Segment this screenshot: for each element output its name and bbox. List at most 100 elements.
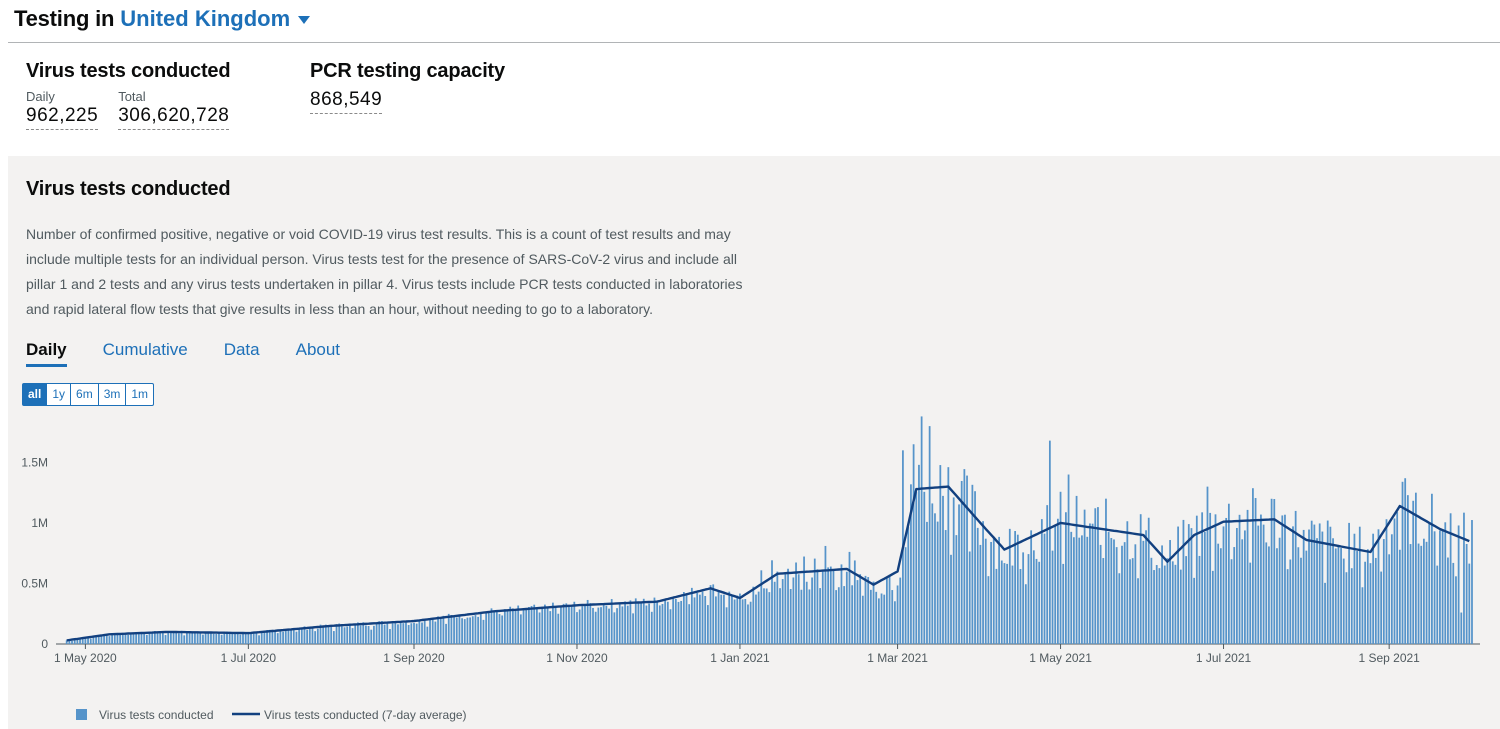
daily-bar xyxy=(391,623,394,644)
daily-bar xyxy=(763,588,765,644)
daily-bar xyxy=(1281,515,1284,644)
daily-bar xyxy=(365,625,367,644)
daily-bar xyxy=(450,614,453,644)
daily-bar xyxy=(600,607,602,644)
daily-bar xyxy=(1190,528,1193,644)
daily-bar xyxy=(899,577,902,644)
range-1m-button[interactable]: 1m xyxy=(125,384,153,405)
daily-bar xyxy=(1439,530,1441,644)
daily-bar xyxy=(533,604,536,644)
daily-bar xyxy=(111,635,113,644)
daily-bar xyxy=(1046,505,1049,644)
daily-value[interactable]: 962,225 xyxy=(26,105,99,130)
daily-bar xyxy=(1158,568,1161,644)
daily-bar xyxy=(487,611,490,644)
headline-pcr-capacity-title: PCR testing capacity xyxy=(310,60,505,82)
daily-bar xyxy=(1297,547,1300,644)
daily-bar xyxy=(282,631,284,644)
daily-bar xyxy=(1166,558,1169,644)
daily-bar xyxy=(1179,569,1182,644)
tab-data[interactable]: Data xyxy=(223,340,260,359)
daily-bar xyxy=(669,609,672,644)
daily-bar xyxy=(915,492,918,644)
daily-bar xyxy=(421,622,423,644)
daily-bar xyxy=(113,633,116,644)
daily-bar xyxy=(1423,538,1425,644)
daily-bar xyxy=(186,631,188,644)
daily-bar xyxy=(415,623,418,644)
daily-bar xyxy=(610,599,613,644)
daily-bar xyxy=(479,612,482,644)
daily-bar xyxy=(1091,523,1094,644)
daily-bar xyxy=(528,606,530,644)
daily-bar xyxy=(517,605,520,644)
daily-bar xyxy=(1265,542,1268,644)
daily-bar xyxy=(845,571,848,644)
daily-bar xyxy=(808,589,811,644)
pcr-capacity-value[interactable]: 868,549 xyxy=(310,89,383,114)
daily-bar xyxy=(712,584,715,644)
daily-bar xyxy=(180,630,183,644)
daily-bar xyxy=(947,467,950,644)
tab-about[interactable]: About xyxy=(295,340,341,359)
daily-bar xyxy=(359,625,362,644)
daily-bar xyxy=(1318,523,1321,644)
daily-bar xyxy=(982,521,984,644)
range-6m-button[interactable]: 6m xyxy=(70,384,98,405)
daily-bar xyxy=(894,601,896,644)
daily-bar xyxy=(1244,530,1246,644)
daily-bar xyxy=(942,495,944,644)
total-value[interactable]: 306,620,728 xyxy=(118,105,230,130)
daily-bar xyxy=(728,591,731,644)
daily-bar xyxy=(121,634,124,644)
daily-bar xyxy=(1332,538,1334,644)
daily-bar xyxy=(733,599,736,644)
daily-bar xyxy=(992,536,995,644)
daily-bar xyxy=(266,630,268,644)
daily-bar xyxy=(1350,568,1353,644)
daily-bar xyxy=(891,590,894,644)
daily-metric: Daily 962,225 xyxy=(26,89,99,130)
range-all-button[interactable]: all xyxy=(23,384,47,405)
daily-bar xyxy=(1131,558,1134,644)
daily-bar xyxy=(955,535,958,644)
range-1y-button[interactable]: 1y xyxy=(46,384,70,405)
daily-bar xyxy=(178,633,180,644)
daily-tests-chart[interactable]: 0 0.5M 1M 1.5M 1 May 2020 1 Jul 2020 1 Sep 202… xyxy=(8,156,1500,729)
range-3m-button[interactable]: 3m xyxy=(97,384,126,405)
daily-bar xyxy=(311,627,314,644)
daily-bar xyxy=(514,610,517,644)
daily-bar xyxy=(1431,493,1433,644)
daily-bar xyxy=(501,615,504,644)
tab-cumulative[interactable]: Cumulative xyxy=(102,340,188,359)
daily-bar xyxy=(584,605,586,644)
area-name[interactable]: United Kingdom xyxy=(120,6,291,31)
tab-daily[interactable]: Daily xyxy=(26,340,67,367)
daily-bar xyxy=(1420,545,1423,644)
daily-bar xyxy=(1463,512,1465,644)
daily-bar xyxy=(990,541,992,644)
headline-pcr-capacity: PCR testing capacity 868,549 xyxy=(310,60,505,114)
daily-bar xyxy=(1361,587,1364,644)
daily-bar xyxy=(1270,498,1273,644)
daily-bar xyxy=(573,601,576,644)
daily-bar xyxy=(335,624,338,644)
daily-bar xyxy=(1310,520,1313,644)
daily-bar xyxy=(1016,534,1019,644)
daily-bar xyxy=(803,556,805,644)
daily-bar xyxy=(1003,563,1006,644)
daily-bar xyxy=(319,624,322,644)
chevron-down-icon[interactable] xyxy=(298,16,311,25)
daily-bar xyxy=(1022,552,1025,644)
daily-bar xyxy=(1324,582,1326,644)
daily-bar xyxy=(367,626,370,644)
daily-bar xyxy=(856,580,859,644)
daily-bar xyxy=(375,622,378,644)
daily-bar xyxy=(1294,510,1297,644)
daily-bar xyxy=(979,544,982,644)
daily-bar xyxy=(776,571,779,644)
daily-bar xyxy=(931,503,934,644)
daily-bar xyxy=(621,606,624,644)
daily-bar xyxy=(1094,508,1097,644)
area-selector[interactable]: United Kingdom xyxy=(120,6,311,32)
